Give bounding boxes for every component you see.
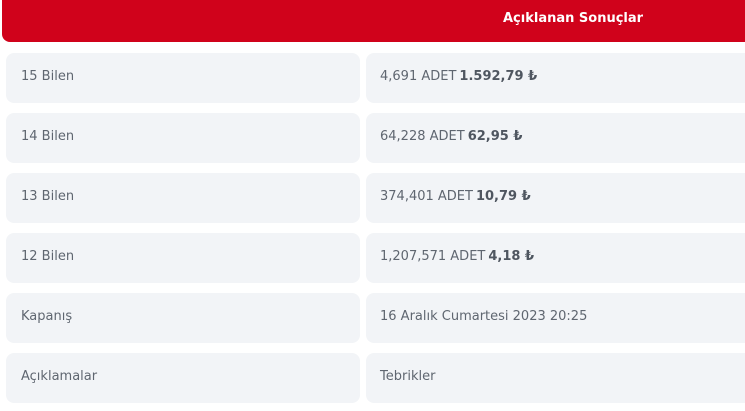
row-value: 64,228 ADET 62,95 ₺	[380, 129, 522, 144]
table-row-kapanis: Kapanış 16 Aralık Cumartesi 2023 20:25	[0, 293, 745, 343]
row-label-cell: Açıklamalar	[6, 353, 360, 403]
prize-amount: 62,95 ₺	[467, 129, 523, 144]
prize-amount: 1.592,79 ₺	[459, 69, 538, 84]
row-label-cell: 14 Bilen	[6, 113, 360, 163]
row-value-cell: 374,401 ADET 10,79 ₺	[366, 173, 745, 223]
winner-count: 374,401 ADET	[380, 189, 473, 204]
row-label-cell: 15 Bilen	[6, 53, 360, 103]
row-value-cell: 4,691 ADET 1.592,79 ₺	[366, 53, 745, 103]
results-header: Açıklanan Sonuçlar	[2, 0, 745, 42]
row-value: 374,401 ADET 10,79 ₺	[380, 189, 531, 204]
row-value-cell: 16 Aralık Cumartesi 2023 20:25	[366, 293, 745, 343]
row-value: 4,691 ADET 1.592,79 ₺	[380, 69, 537, 84]
winner-count: 4,691 ADET	[380, 69, 457, 84]
table-row-14-bilen: 14 Bilen 64,228 ADET 62,95 ₺	[0, 113, 745, 163]
row-label-cell: Kapanış	[6, 293, 360, 343]
row-value-cell: Tebrikler	[366, 353, 745, 403]
row-value-cell: 64,228 ADET 62,95 ₺	[366, 113, 745, 163]
notes-value: Tebrikler	[380, 369, 436, 384]
row-label-cell: 12 Bilen	[6, 233, 360, 283]
closing-date: 16 Aralık Cumartesi 2023 20:25	[380, 309, 588, 324]
results-header-title: Açıklanan Sonuçlar	[503, 11, 644, 26]
table-row-15-bilen: 15 Bilen 4,691 ADET 1.592,79 ₺	[0, 53, 745, 103]
row-label: Kapanış	[21, 309, 73, 324]
table-row-12-bilen: 12 Bilen 1,207,571 ADET 4,18 ₺	[0, 233, 745, 283]
table-row-aciklamalar: Açıklamalar Tebrikler	[0, 353, 745, 403]
row-label: 13 Bilen	[21, 189, 75, 204]
row-label: 12 Bilen	[21, 249, 75, 264]
prize-amount: 10,79 ₺	[475, 189, 531, 204]
row-label-cell: 13 Bilen	[6, 173, 360, 223]
prize-amount: 4,18 ₺	[488, 249, 535, 264]
row-label: 14 Bilen	[21, 129, 75, 144]
row-label: 15 Bilen	[21, 69, 75, 84]
table-row-13-bilen: 13 Bilen 374,401 ADET 10,79 ₺	[0, 173, 745, 223]
winner-count: 1,207,571 ADET	[380, 249, 486, 264]
row-value: 1,207,571 ADET 4,18 ₺	[380, 249, 534, 264]
row-label: Açıklamalar	[21, 369, 98, 384]
row-value-cell: 1,207,571 ADET 4,18 ₺	[366, 233, 745, 283]
winner-count: 64,228 ADET	[380, 129, 465, 144]
